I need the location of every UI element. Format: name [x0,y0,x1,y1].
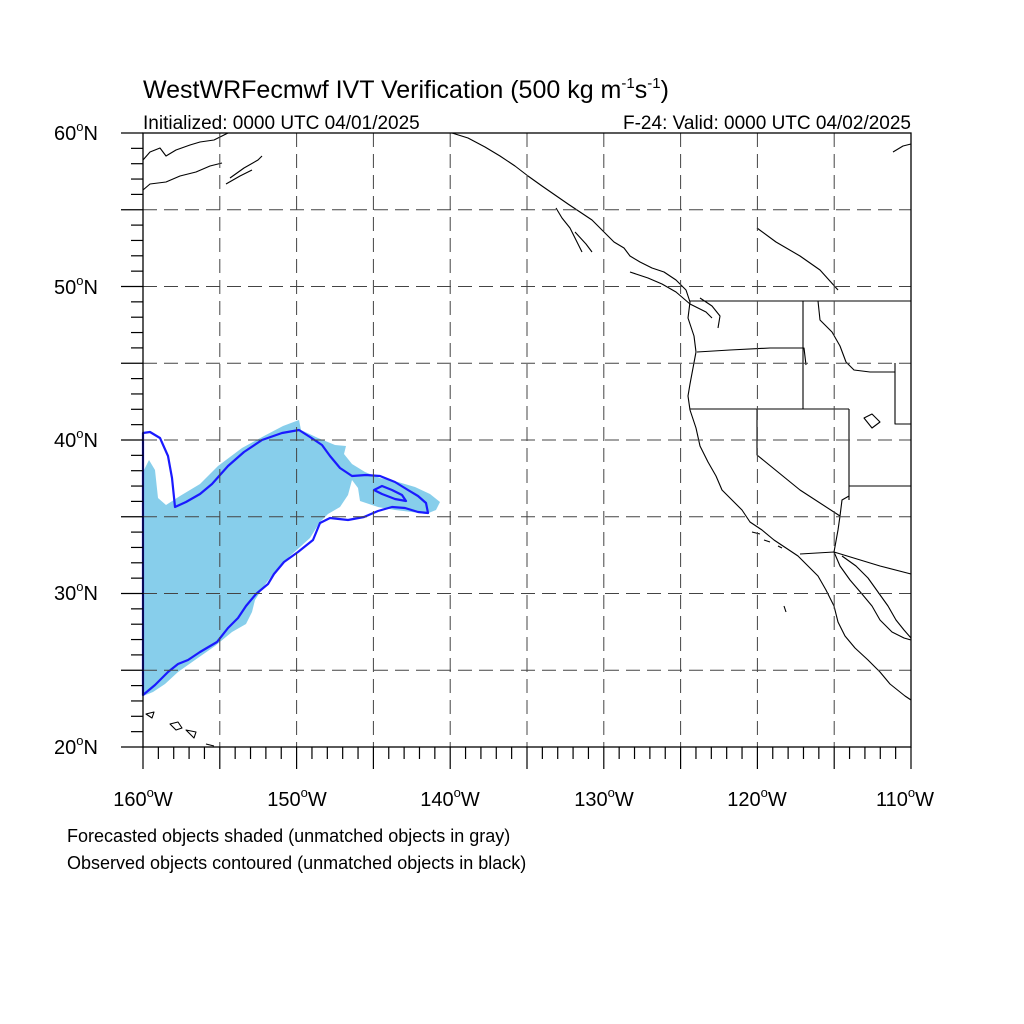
northeast-corner-coast [892,143,912,153]
california-arizona-border [833,515,841,553]
utah-border [849,363,911,487]
observed-object-contour [141,428,430,697]
caption-forecast: Forecasted objects shaded (unmatched obj… [67,826,511,846]
caption-observed: Observed objects contoured (unmatched ob… [67,853,527,873]
canada-interior-lines [756,227,839,291]
lat-label-60: 60oN [54,119,98,145]
baja-gulf-coast [833,551,912,641]
california-nevada-border [756,409,841,517]
map-gridlines [143,133,911,747]
lon-label-110: 110oW [876,785,934,811]
valid-time: F-24: Valid: 0000 UTC 04/02/2025 [623,113,911,134]
alaska-panhandle-coast [451,132,697,411]
alaska-peninsula-coast [142,132,229,161]
bc-islands [555,207,721,329]
observed-object-inner-loop [372,484,408,503]
great-salt-lake [863,413,881,429]
observed-objects [141,428,430,697]
longitude-labels: 160oW 150oW 140oW 130oW 120oW 110oW [113,785,934,811]
us-mexico-border [799,551,912,575]
lon-label-160: 160oW [113,785,173,811]
lon-label-120: 120oW [727,785,787,811]
mexico-mainland-coast [841,555,912,639]
lon-label-140: 140oW [420,785,480,811]
us-west-coast [689,409,912,701]
lon-label-150: 150oW [267,785,327,811]
hawaii-islands [145,711,215,747]
latitude-labels: 20oN 30oN 40oN 50oN 60oN [54,119,98,759]
initialized-time: Initialized: 0000 UTC 04/01/2025 [143,113,420,134]
lat-label-20: 20oN [54,733,98,759]
alaska-islands [225,155,263,185]
forecast-object-main [143,420,440,696]
idaho-montana-border [817,300,895,373]
kodiak-coast [142,162,223,191]
map-title: WestWRFecmwf IVT Verification (500 kg m-… [143,75,669,104]
nevada-arizona-border [839,495,850,517]
forecast-objects [143,420,440,696]
lat-label-40: 40oN [54,426,98,452]
axis-ticks [121,132,912,769]
washington-oregon-border [696,347,807,366]
coastlines-borders [142,132,912,747]
lon-label-130: 130oW [574,785,634,811]
lat-label-30: 30oN [54,579,98,605]
channel-islands [751,531,787,613]
lat-label-50: 50oN [54,273,98,299]
